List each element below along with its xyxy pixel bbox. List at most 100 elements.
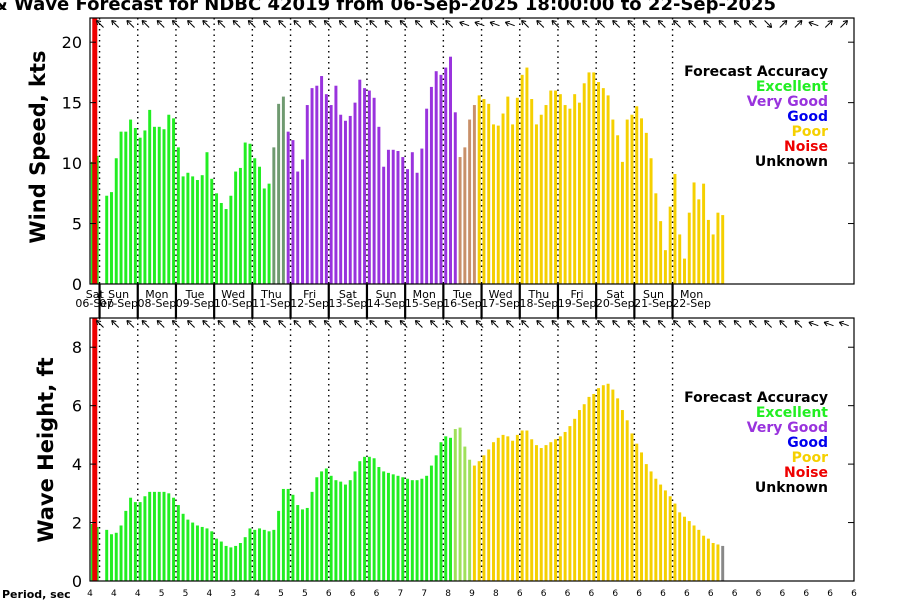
wind-bar — [534, 124, 538, 285]
day-label: Sun — [643, 288, 664, 301]
wind-bar — [291, 140, 295, 284]
wind-direction-arrow — [642, 19, 651, 28]
wind-bar — [482, 99, 486, 284]
wave-bar — [343, 484, 347, 581]
wind-direction-arrow — [369, 19, 378, 28]
wave-bar — [444, 436, 448, 581]
wind-direction-arrow — [384, 19, 393, 28]
wind-direction-arrow — [323, 19, 332, 28]
wave-direction-arrow — [262, 319, 271, 328]
wind-bar — [611, 119, 615, 284]
wave-bar — [429, 465, 433, 581]
wind-bar — [382, 166, 386, 284]
wind-direction-arrow — [840, 19, 849, 28]
wave-direction-arrow — [323, 319, 332, 328]
period-value: 3 — [230, 589, 236, 599]
wave-bar — [597, 388, 601, 581]
wind-bar — [377, 126, 381, 284]
wind-bar — [253, 158, 257, 284]
wave-bar — [401, 477, 405, 581]
wave-bar — [606, 383, 610, 581]
wave-legend-title: Forecast Accuracy — [684, 390, 828, 406]
day-label: Tue — [452, 288, 472, 301]
wind-bar — [573, 94, 577, 284]
wind-y-tick-label: 20 — [62, 33, 82, 52]
wave-direction-arrow — [278, 319, 287, 328]
period-value: 6 — [684, 589, 690, 599]
wind-bar — [711, 234, 715, 284]
date-label: 07-Sep — [99, 297, 138, 310]
wind-bar — [238, 167, 242, 284]
wave-bar — [415, 480, 419, 581]
date-label: 17-Sep — [481, 297, 520, 310]
wind-bar — [568, 108, 572, 285]
period-value: 6 — [636, 589, 642, 599]
wave-direction-arrow — [111, 319, 120, 328]
wind-bar — [162, 129, 166, 284]
wind-direction-arrow — [748, 19, 757, 28]
period-value: 6 — [732, 589, 738, 599]
wave-bar — [721, 545, 725, 581]
date-label: 12-Sep — [290, 297, 329, 310]
wind-bar — [229, 195, 233, 284]
wave-bar — [563, 431, 567, 581]
wind-bar — [683, 258, 686, 284]
wave-direction-arrow — [232, 319, 241, 328]
period-value: 6 — [541, 589, 547, 599]
wave-bar — [234, 545, 238, 581]
wind-bar — [148, 109, 152, 284]
wind-direction-arrow — [612, 19, 621, 28]
wind-bar — [310, 88, 314, 284]
wind-direction-arrow — [126, 19, 135, 28]
wave-direction-arrow — [338, 319, 347, 328]
wind-bar — [348, 115, 352, 284]
wave-direction-arrow — [369, 319, 378, 328]
wave-y-tick-label: 4 — [72, 455, 82, 474]
wind-direction-arrow — [202, 19, 211, 28]
wave-bar — [205, 528, 209, 581]
wind-bar — [363, 88, 367, 284]
wave-bar — [463, 446, 467, 581]
period-value: 6 — [612, 589, 618, 599]
wave-bar — [191, 522, 195, 581]
wind-bar — [501, 113, 505, 285]
wind-direction-arrow — [551, 19, 560, 28]
wave-bar — [291, 494, 295, 581]
period-value: 6 — [374, 589, 380, 599]
wave-direction-arrow — [141, 319, 150, 328]
day-label: Sat — [339, 288, 358, 301]
period-values: 4 4 4 5 5 4 3 4 5 5 6 6 6 7 7 8 9 8 6 6 6 6 6 6 6 6 6 6 6 6 6 6 6 — [87, 589, 857, 599]
wave-bar — [320, 471, 324, 581]
wind-bar — [640, 118, 643, 284]
wave-bar — [439, 442, 443, 581]
period-value: 6 — [589, 589, 595, 599]
wave-bar — [148, 491, 152, 581]
wave-bar — [468, 459, 472, 581]
day-label: Fri — [303, 288, 316, 301]
wind-bar — [620, 161, 624, 284]
wind-bar — [205, 152, 209, 284]
period-value: 7 — [421, 589, 427, 599]
day-label: Sun — [108, 288, 129, 301]
wind-bar — [286, 131, 290, 284]
wave-bar — [391, 474, 395, 581]
wind-bar — [692, 182, 696, 284]
wave-noise-marker — [92, 318, 98, 581]
wave-bar — [487, 449, 491, 581]
wind-legend-entry: Very Good — [747, 94, 828, 110]
wind-bar — [520, 74, 524, 284]
wave-direction-arrows — [95, 319, 849, 328]
wind-bar — [563, 105, 567, 284]
wave-bar — [573, 418, 577, 581]
wave-direction-arrow — [748, 319, 757, 328]
wave-bar — [687, 521, 691, 581]
wind-direction-arrow — [733, 19, 742, 28]
wind-bar — [358, 79, 362, 284]
wave-bar — [659, 484, 663, 581]
date-label: 10-Sep — [214, 297, 253, 310]
wind-bar — [444, 67, 448, 284]
wave-direction-arrow — [779, 319, 788, 328]
wind-direction-arrow — [156, 19, 165, 28]
wave-bar — [219, 541, 223, 581]
